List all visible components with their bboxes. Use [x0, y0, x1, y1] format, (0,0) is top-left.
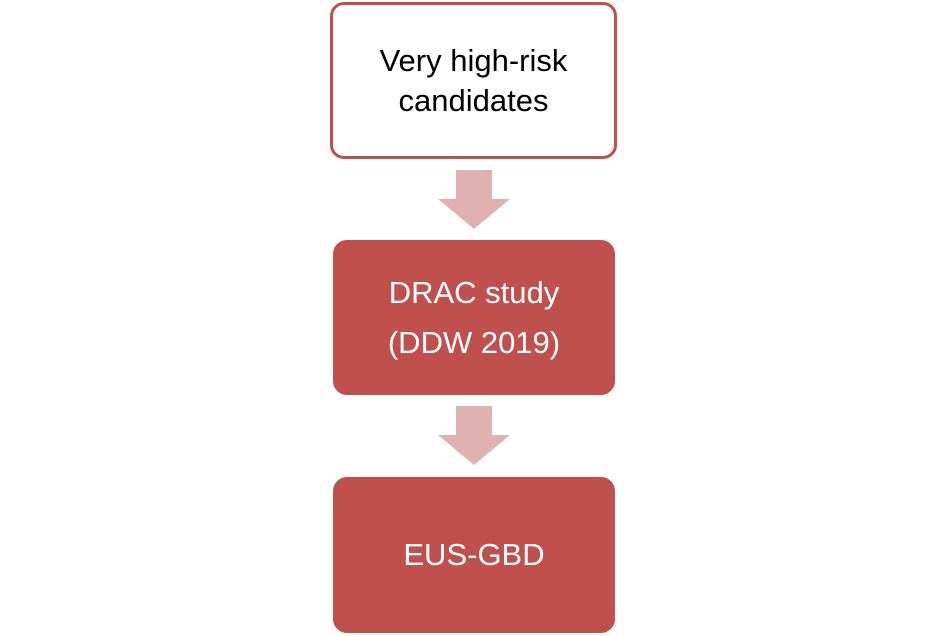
down-arrow-icon	[438, 406, 510, 465]
down-arrow-icon	[438, 170, 510, 229]
node-label: DRAC study (DDW 2019)	[387, 274, 561, 360]
node-label: Very high-risk candidates	[379, 42, 568, 118]
node-drac-study: DRAC study (DDW 2019)	[333, 240, 615, 395]
node-very-high-risk-candidates: Very high-risk candidates	[330, 2, 617, 159]
node-label: EUS-GBD	[403, 537, 545, 572]
node-eus-gbd: EUS-GBD	[333, 477, 615, 633]
